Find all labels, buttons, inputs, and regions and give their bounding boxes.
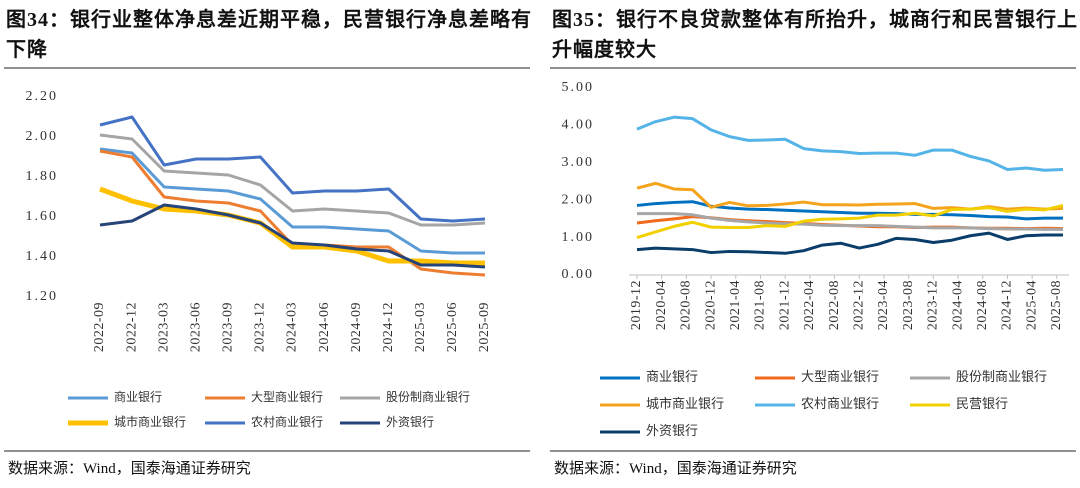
y-tick-label: 2.00 — [26, 129, 59, 144]
legend-label: 商业银行 — [646, 369, 698, 384]
x-tick-label: 2022-08 — [827, 280, 842, 330]
chart-title: 图34：银行业整体净息差近期平稳，民营银行净息差略有下降 — [6, 9, 532, 61]
x-tick-label: 2025-09 — [477, 302, 492, 352]
legend-label: 民营银行 — [956, 396, 1008, 411]
legend-label: 农村商业银行 — [801, 396, 879, 411]
series-line — [637, 212, 1063, 231]
x-tick-label: 2025-06 — [445, 302, 460, 352]
series-line — [636, 203, 1064, 240]
legend-label: 大型商业银行 — [801, 369, 879, 384]
series-line — [636, 231, 1063, 255]
x-tick-label: 2022-12 — [124, 302, 139, 352]
x-tick-label: 2022-12 — [851, 280, 866, 330]
x-tick-label: 2024-06 — [317, 302, 332, 352]
series-line — [99, 147, 485, 255]
series-line — [99, 203, 486, 269]
series-line — [99, 133, 486, 227]
x-tick-label: 2020-04 — [654, 280, 669, 330]
x-tick-label: 2023-12 — [253, 302, 268, 352]
x-tick-label: 2025-08 — [1049, 280, 1064, 330]
y-tick-label: 4.00 — [562, 118, 595, 133]
series-line — [636, 181, 1064, 211]
legend-label: 城市商业银行 — [114, 414, 186, 429]
x-tick-label: 2023-09 — [221, 302, 236, 352]
x-tick-label: 2024-03 — [285, 302, 300, 352]
x-tick-label: 2020-08 — [679, 280, 694, 330]
legend-label: 城市商业银行 — [646, 396, 724, 411]
x-tick-label: 2025-04 — [1024, 280, 1039, 330]
legend-label: 股份制商业银行 — [956, 369, 1047, 384]
y-tick-label: 3.00 — [562, 155, 595, 170]
y-tick-label: 2.00 — [562, 192, 595, 207]
y-tick-label: 1.80 — [26, 169, 59, 184]
series-line — [99, 149, 486, 277]
x-tick-label: 2023-03 — [156, 302, 171, 352]
legend-label: 外资银行 — [386, 415, 434, 429]
x-tick-label: 2022-09 — [92, 302, 107, 352]
source-note: 数据来源：Wind，国泰海通证券研究 — [8, 461, 251, 477]
y-tick-label: 2.20 — [26, 89, 59, 104]
legend-label: 农村商业银行 — [251, 414, 323, 429]
source-note: 数据来源：Wind，国泰海通证券研究 — [554, 461, 797, 477]
x-tick-label: 2023-12 — [926, 280, 941, 330]
x-tick-label: 2024-12 — [381, 302, 396, 352]
y-tick-label: 0.00 — [562, 267, 595, 282]
x-tick-label: 2021-12 — [777, 280, 792, 330]
y-tick-label: 1.60 — [26, 209, 59, 224]
y-tick-label: 5.00 — [562, 80, 595, 95]
x-tick-label: 2024-09 — [349, 302, 364, 352]
y-tick-label: 1.20 — [26, 289, 59, 304]
x-tick-label: 2024-04 — [950, 280, 965, 330]
series-line — [99, 186, 485, 266]
x-tick-label: 2023-04 — [876, 280, 891, 330]
legend-label: 商业银行 — [114, 389, 162, 404]
x-tick-label: 2025-03 — [413, 302, 428, 352]
x-tick-label: 2024-12 — [1000, 280, 1015, 330]
legend-label: 外资银行 — [646, 423, 698, 438]
series-line — [99, 115, 486, 223]
legend-label: 大型商业银行 — [251, 389, 323, 404]
y-tick-label: 1.00 — [562, 230, 595, 245]
x-tick-label: 2023-08 — [901, 280, 916, 330]
legend-label: 股份制商业银行 — [386, 389, 470, 404]
x-tick-label: 2024-08 — [975, 280, 990, 330]
x-tick-label: 2021-04 — [728, 280, 743, 330]
y-tick-label: 1.40 — [26, 249, 59, 264]
chart-title: 图35：银行不良贷款整体有所抬升，城商行和民营银行上升幅度较大 — [552, 9, 1078, 61]
x-tick-label: 2020-12 — [703, 280, 718, 330]
x-tick-label: 2021-08 — [753, 280, 768, 330]
x-tick-label: 2023-06 — [188, 302, 203, 352]
x-tick-label: 2019-12 — [629, 280, 644, 330]
series-line — [636, 115, 1064, 172]
x-tick-label: 2022-04 — [802, 280, 817, 330]
